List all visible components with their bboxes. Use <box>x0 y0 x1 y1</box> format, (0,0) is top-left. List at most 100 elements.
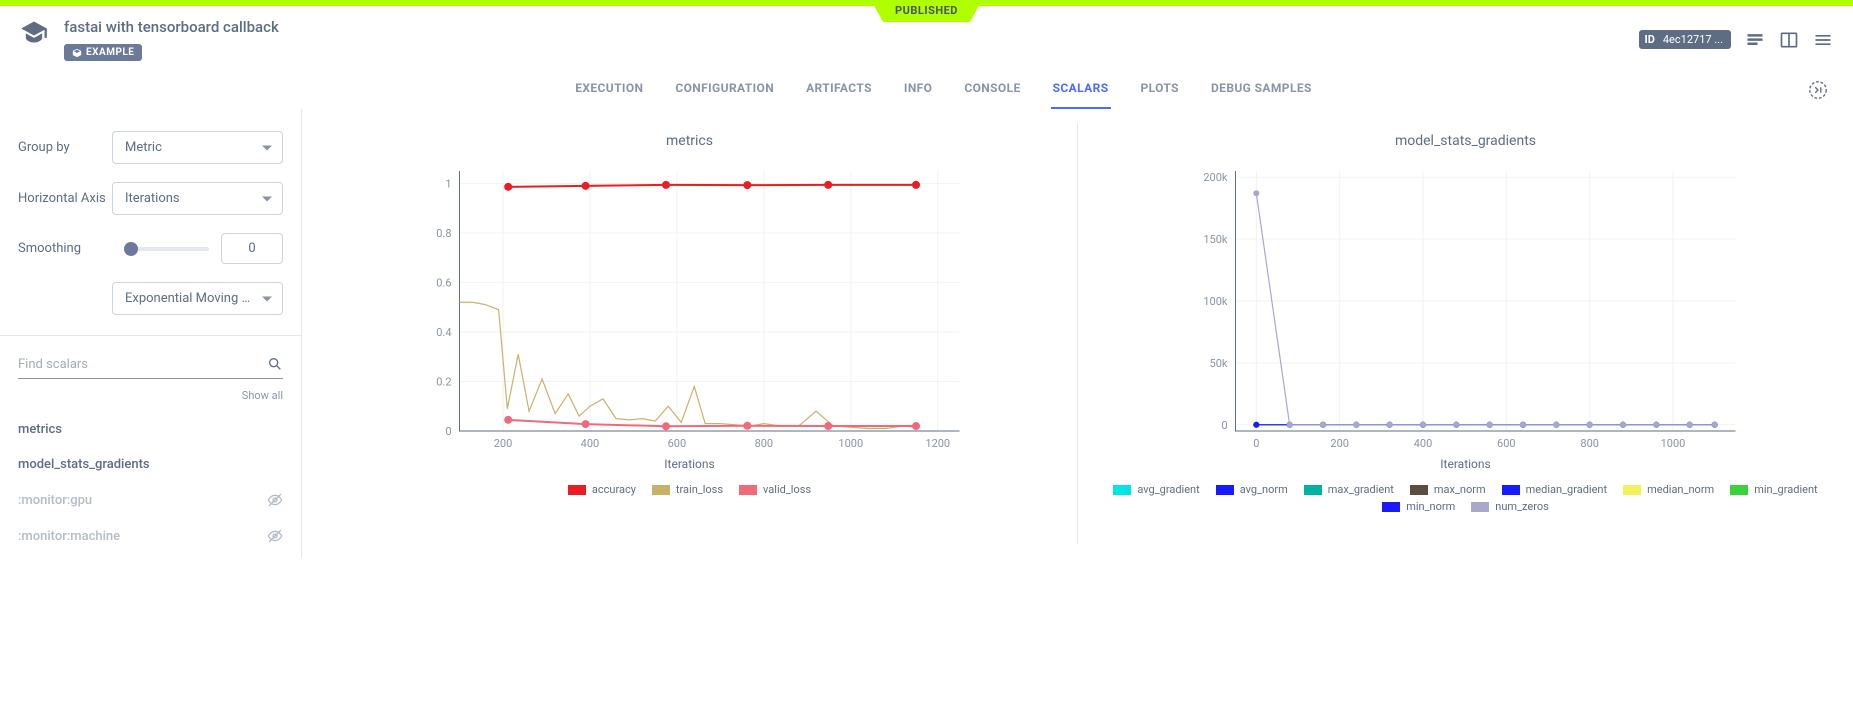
legend-swatch <box>739 485 757 495</box>
smoothing-slider[interactable] <box>124 247 209 251</box>
legend-item[interactable]: accuracy <box>568 483 636 496</box>
group-by-label: Group by <box>18 140 112 155</box>
smoothing-label: Smoothing <box>18 241 112 256</box>
scalar-item[interactable]: metrics <box>18 412 283 447</box>
id-chip-label: ID <box>1639 30 1661 49</box>
svg-text:1: 1 <box>445 177 451 190</box>
legend-item[interactable]: avg_gradient <box>1113 483 1199 496</box>
show-all-link[interactable]: Show all <box>18 379 283 408</box>
legend-label: max_gradient <box>1328 483 1394 496</box>
chart-gradients: model_stats_gradients 050k100k150k200k02… <box>1078 123 1853 544</box>
scalar-item[interactable]: model_stats_gradients <box>18 447 283 482</box>
legend-item[interactable]: min_gradient <box>1730 483 1817 496</box>
legend-item[interactable]: max_gradient <box>1304 483 1394 496</box>
smoothing-input[interactable] <box>221 233 283 264</box>
svg-text:150k: 150k <box>1203 233 1228 246</box>
main-content: metrics 00.20.40.60.81200400600800100012… <box>302 109 1853 558</box>
legend-swatch <box>1410 485 1428 495</box>
legend-label: max_norm <box>1434 483 1486 496</box>
svg-text:0: 0 <box>1253 437 1259 450</box>
scalar-item-label: model_stats_gradients <box>18 457 150 472</box>
example-badge-label: EXAMPLE <box>86 47 134 58</box>
id-chip-value: 4ec12717 ... <box>1661 30 1731 49</box>
legend-swatch <box>1471 502 1489 512</box>
menu-icon[interactable] <box>1813 30 1833 50</box>
scalar-item[interactable]: :monitor:gpu <box>18 482 283 518</box>
legend-swatch <box>652 485 670 495</box>
svg-text:400: 400 <box>581 437 600 450</box>
chart-canvas[interactable]: 050k100k150k200k02004006008001000 <box>1098 161 1833 461</box>
legend-label: avg_gradient <box>1137 483 1199 496</box>
svg-text:0.8: 0.8 <box>436 227 451 240</box>
chart-legend: avg_gradient avg_norm max_gradient max_norm… <box>1098 483 1833 513</box>
svg-text:1000: 1000 <box>838 437 863 450</box>
svg-text:800: 800 <box>1580 437 1599 450</box>
tabs: EXECUTION CONFIGURATION ARTIFACTS INFO CONSO… <box>0 71 1807 109</box>
tab-execution[interactable]: EXECUTION <box>573 71 645 109</box>
tab-artifacts[interactable]: ARTIFACTS <box>804 71 874 109</box>
svg-text:0.4: 0.4 <box>436 326 451 339</box>
svg-text:0: 0 <box>1221 419 1227 432</box>
refresh-icon[interactable] <box>1807 79 1829 101</box>
scalar-item-label: metrics <box>18 422 62 437</box>
chart-metrics: metrics 00.20.40.60.81200400600800100012… <box>302 123 1078 544</box>
legend-label: min_norm <box>1406 500 1455 513</box>
eye-off-icon[interactable] <box>267 528 283 544</box>
legend-label: min_gradient <box>1754 483 1817 496</box>
chart-title: metrics <box>322 133 1057 149</box>
chart-canvas[interactable]: 00.20.40.60.8120040060080010001200 <box>322 161 1057 461</box>
tabs-row: EXECUTION CONFIGURATION ARTIFACTS INFO CONSO… <box>0 71 1853 109</box>
legend-swatch <box>1304 485 1322 495</box>
svg-text:1200: 1200 <box>925 437 950 450</box>
legend-label: valid_loss <box>763 483 811 496</box>
horizontal-axis-select[interactable]: Iterations <box>112 182 283 215</box>
legend-item[interactable]: median_gradient <box>1502 483 1607 496</box>
tab-info[interactable]: INFO <box>902 71 934 109</box>
svg-text:0: 0 <box>445 425 451 438</box>
chart-legend: accuracy train_loss valid_loss <box>322 483 1057 496</box>
legend-item[interactable]: median_norm <box>1623 483 1714 496</box>
legend-swatch <box>1502 485 1520 495</box>
svg-text:200k: 200k <box>1203 171 1228 184</box>
group-by-select[interactable]: Metric <box>112 131 283 164</box>
id-chip[interactable]: ID 4ec12717 ... <box>1639 30 1732 49</box>
search-input[interactable] <box>18 357 267 372</box>
education-icon <box>20 18 48 46</box>
status-banner: PUBLISHED <box>0 0 1853 6</box>
legend-item[interactable]: valid_loss <box>739 483 811 496</box>
x-axis-label: Iterations <box>322 457 1057 471</box>
svg-text:0.6: 0.6 <box>436 276 451 289</box>
scalar-list: metrics model_stats_gradients :monitor:gpu… <box>0 408 301 558</box>
smoothing-algo-select[interactable]: Exponential Moving Ave... <box>112 282 283 315</box>
tab-configuration[interactable]: CONFIGURATION <box>673 71 776 109</box>
scalar-item[interactable]: :monitor:machine <box>18 518 283 554</box>
svg-text:600: 600 <box>668 437 687 450</box>
legend-swatch <box>1113 485 1131 495</box>
sidebar: Group by Metric Horizontal Axis Iteratio… <box>0 109 302 558</box>
legend-item[interactable]: train_loss <box>652 483 723 496</box>
search-icon[interactable] <box>267 356 283 372</box>
tab-debug-samples[interactable]: DEBUG SAMPLES <box>1209 71 1314 109</box>
legend-label: median_norm <box>1647 483 1714 496</box>
legend-item[interactable]: num_zeros <box>1471 500 1549 513</box>
tab-scalars[interactable]: SCALARS <box>1051 71 1111 109</box>
tab-plots[interactable]: PLOTS <box>1139 71 1181 109</box>
svg-text:600: 600 <box>1497 437 1516 450</box>
status-badge: PUBLISHED <box>871 0 982 22</box>
legend-label: median_gradient <box>1526 483 1607 496</box>
legend-label: accuracy <box>592 483 636 496</box>
eye-off-icon[interactable] <box>267 492 283 508</box>
svg-text:50k: 50k <box>1210 357 1228 370</box>
svg-text:400: 400 <box>1414 437 1433 450</box>
layout-icon[interactable] <box>1779 30 1799 50</box>
tab-console[interactable]: CONSOLE <box>962 71 1022 109</box>
scalar-item-label: :monitor:machine <box>18 529 120 544</box>
legend-item[interactable]: max_norm <box>1410 483 1486 496</box>
example-badge: EXAMPLE <box>64 44 142 61</box>
legend-item[interactable]: avg_norm <box>1216 483 1288 496</box>
page-title: fastai with tensorboard callback <box>64 18 279 36</box>
horizontal-axis-label: Horizontal Axis <box>18 191 112 206</box>
details-icon[interactable] <box>1745 30 1765 50</box>
legend-item[interactable]: min_norm <box>1382 500 1455 513</box>
legend-label: num_zeros <box>1495 500 1549 513</box>
